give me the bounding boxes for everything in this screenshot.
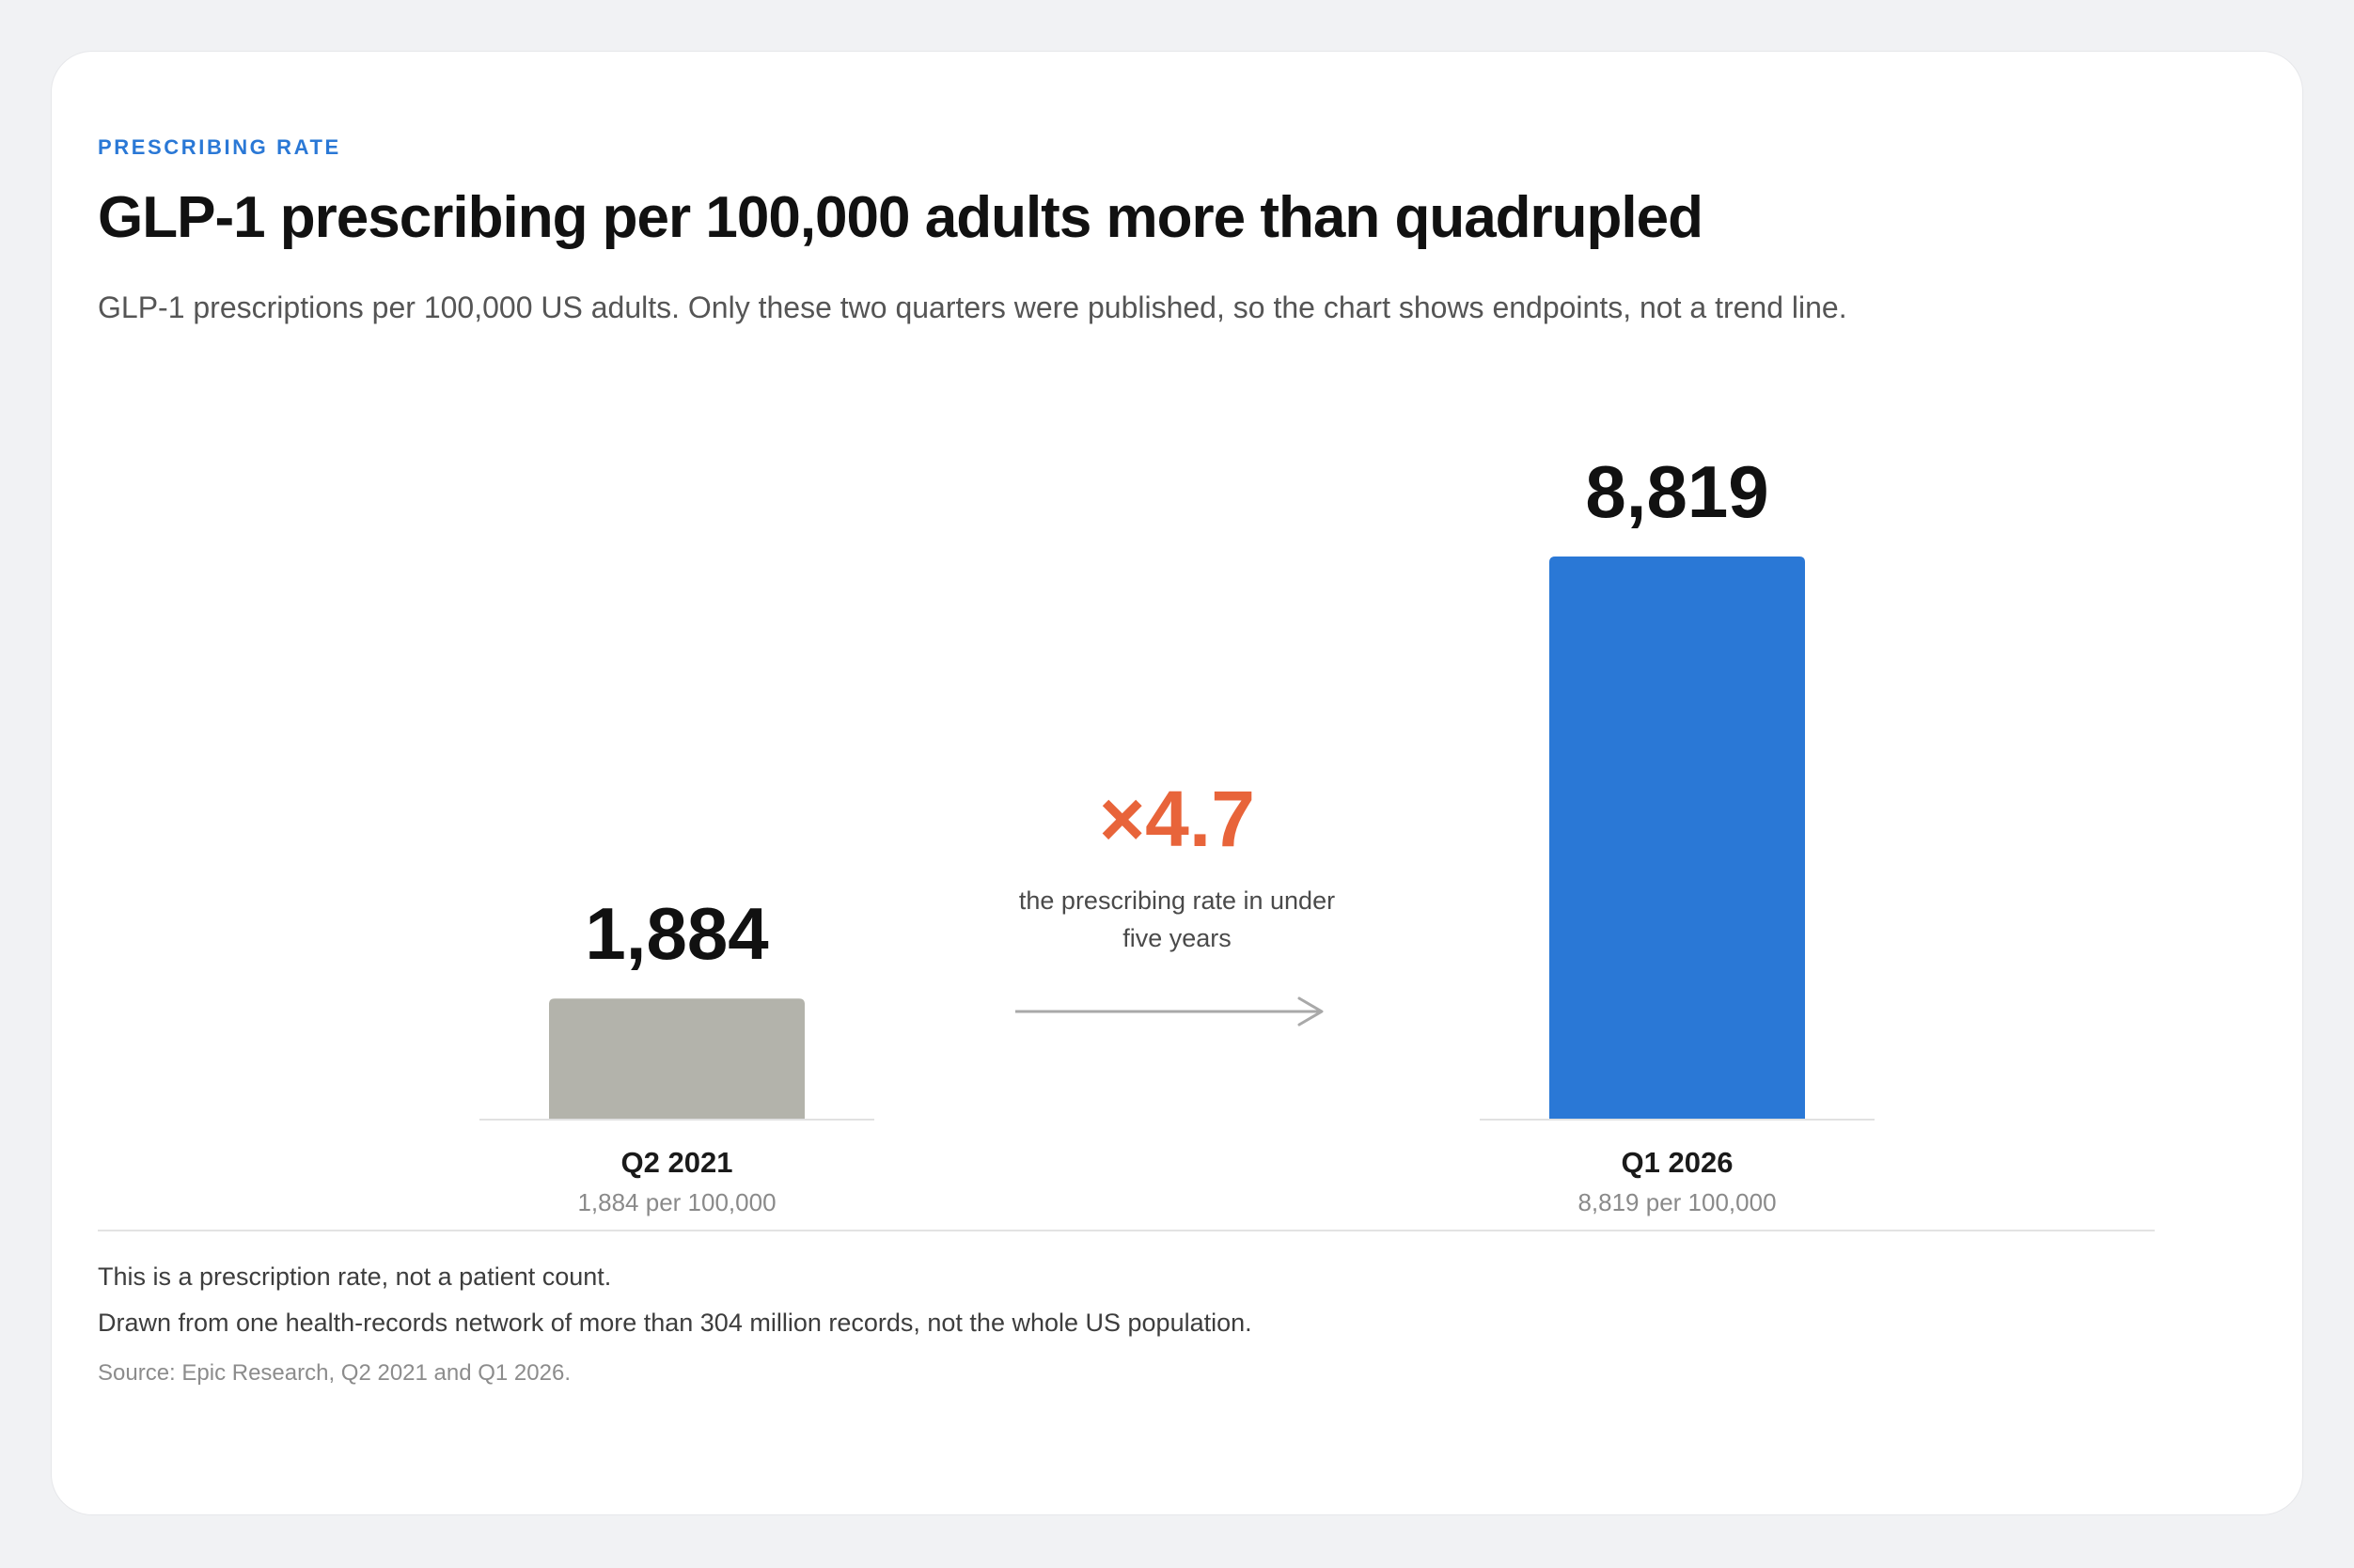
bar-q2-2021 (549, 998, 805, 1119)
category-sublabel-2: 8,819 per 100,000 (1577, 1188, 1776, 1216)
multiplier-caption-line-2: five years (1122, 924, 1232, 952)
multiplier-caption-line-1: the prescribing rate in under (1019, 886, 1335, 915)
bar-q1-2026 (1549, 557, 1805, 1119)
footer-divider (98, 1230, 2155, 1231)
category-label-1: Q2 2021 (621, 1146, 733, 1179)
footnote-network: Drawn from one health-records network of… (98, 1309, 1252, 1337)
value-label-2: 8,819 (1585, 450, 1768, 533)
source-note: Source: Epic Research, Q2 2021 and Q1 20… (98, 1360, 571, 1386)
chart-subtitle: GLP-1 prescriptions per 100,000 US adult… (98, 290, 1847, 324)
category-label-2: Q1 2026 (1622, 1146, 1734, 1179)
chart-title: GLP-1 prescribing per 100,000 adults mor… (98, 185, 1703, 250)
category-sublabel-1: 1,884 per 100,000 (577, 1188, 776, 1216)
chart-card (51, 51, 2303, 1515)
multiplier-label: ×4.7 (1099, 775, 1255, 863)
arrow-head-icon (1297, 996, 1324, 1027)
eyebrow-label: PRESCRIBING RATE (98, 135, 341, 159)
footnote-rate: This is a prescription rate, not a patie… (98, 1262, 612, 1291)
bar-chart: 1,884 Q2 2021 1,884 per 100,000 8,819 Q1 202… (479, 450, 1875, 1216)
value-label-1: 1,884 (585, 892, 768, 975)
